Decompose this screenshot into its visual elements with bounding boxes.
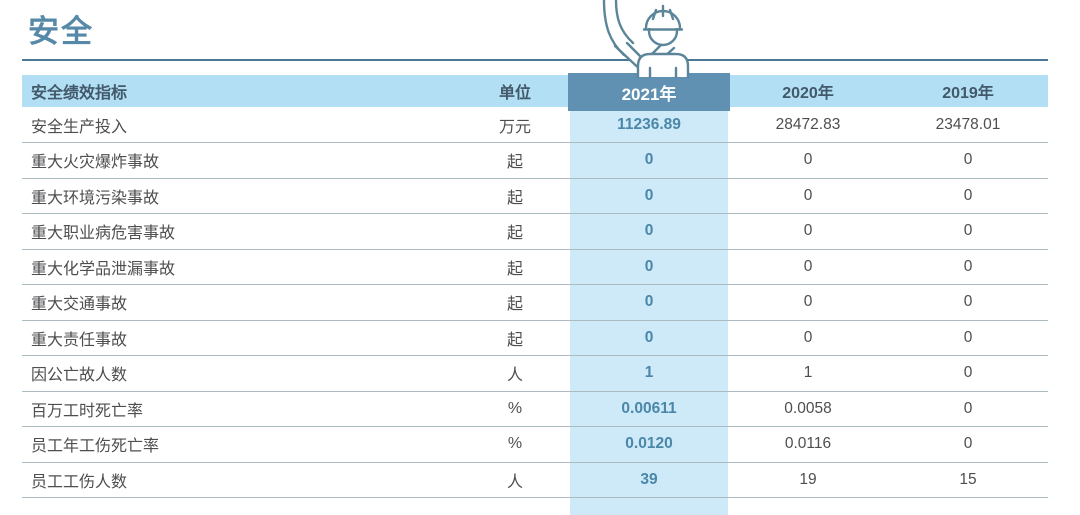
unit-cell: % bbox=[460, 426, 570, 463]
value-2020-cell: 19 bbox=[728, 462, 888, 498]
value-2021-cell: 0 bbox=[570, 142, 728, 179]
unit-cell: 起 bbox=[460, 213, 570, 250]
value-2020-cell: 0 bbox=[728, 320, 888, 356]
table-row: 重大化学品泄漏事故 起 0 0 0 bbox=[22, 249, 1048, 285]
column-header-2021: 2021年 bbox=[568, 73, 730, 111]
value-2021-cell: 0 bbox=[570, 178, 728, 214]
unit-cell: 起 bbox=[460, 142, 570, 179]
table-row: 重大责任事故 起 0 0 0 bbox=[22, 320, 1048, 356]
value-2020-cell: 0.0116 bbox=[728, 426, 888, 463]
value-2019-cell: 0 bbox=[888, 320, 1048, 356]
unit-cell: 起 bbox=[460, 284, 570, 321]
worker-arrow-icon bbox=[602, 0, 690, 78]
value-2020-cell: 0 bbox=[728, 142, 888, 179]
table-row: 百万工时死亡率 % 0.00611 0.0058 0 bbox=[22, 391, 1048, 427]
unit-cell: 起 bbox=[460, 249, 570, 285]
indicator-cell: 重大化学品泄漏事故 bbox=[22, 249, 460, 285]
table-row: 员工年工伤死亡率 % 0.0120 0.0116 0 bbox=[22, 426, 1048, 463]
table-row: 员工工伤人数 人 39 19 15 bbox=[22, 462, 1048, 498]
indicator-cell: 重大责任事故 bbox=[22, 320, 460, 356]
value-2021-cell: 1 bbox=[570, 355, 728, 392]
indicator-cell: 重大交通事故 bbox=[22, 284, 460, 321]
unit-cell: % bbox=[460, 391, 570, 427]
indicator-cell: 百万工时死亡率 bbox=[22, 391, 460, 427]
value-2020-cell: 0 bbox=[728, 213, 888, 250]
unit-cell: 万元 bbox=[460, 107, 570, 143]
value-2019-cell: 0 bbox=[888, 426, 1048, 463]
value-2019-cell: 0 bbox=[888, 249, 1048, 285]
page-title: 安全 bbox=[28, 14, 94, 49]
unit-cell: 起 bbox=[460, 320, 570, 356]
unit-cell: 起 bbox=[460, 178, 570, 214]
indicator-cell: 重大环境污染事故 bbox=[22, 178, 460, 214]
value-2019-cell: 23478.01 bbox=[888, 107, 1048, 143]
value-2021-cell: 39 bbox=[570, 462, 728, 498]
value-2019-cell: 0 bbox=[888, 142, 1048, 179]
unit-cell: 人 bbox=[460, 462, 570, 498]
value-2021-cell: 0.0120 bbox=[570, 426, 728, 463]
table-header-row: 安全绩效指标 单位 2020年 2019年 bbox=[22, 75, 1048, 107]
value-2019-cell: 0 bbox=[888, 178, 1048, 214]
column-header-unit: 单位 bbox=[460, 75, 570, 107]
value-2019-cell: 0 bbox=[888, 284, 1048, 321]
table-row: 重大职业病危害事故 起 0 0 0 bbox=[22, 213, 1048, 250]
value-2020-cell: 0.0058 bbox=[728, 391, 888, 427]
column-header-indicator: 安全绩效指标 bbox=[22, 75, 460, 107]
value-2020-cell: 0 bbox=[728, 249, 888, 285]
table-row: 重大交通事故 起 0 0 0 bbox=[22, 284, 1048, 321]
value-2021-cell: 0 bbox=[570, 284, 728, 321]
column-header-2020: 2020年 bbox=[728, 75, 888, 107]
value-2020-cell: 1 bbox=[728, 355, 888, 392]
table-row: 重大环境污染事故 起 0 0 0 bbox=[22, 178, 1048, 214]
table-row: 因公亡故人数 人 1 1 0 bbox=[22, 355, 1048, 392]
value-2021-cell: 0 bbox=[570, 249, 728, 285]
value-2019-cell: 15 bbox=[888, 462, 1048, 498]
value-2019-cell: 0 bbox=[888, 213, 1048, 250]
indicator-cell: 因公亡故人数 bbox=[22, 355, 460, 392]
value-2021-cell: 11236.89 bbox=[570, 107, 728, 143]
indicator-cell: 员工年工伤死亡率 bbox=[22, 426, 460, 463]
unit-cell: 人 bbox=[460, 355, 570, 392]
value-2021-cell: 0 bbox=[570, 320, 728, 356]
indicator-cell: 重大职业病危害事故 bbox=[22, 213, 460, 250]
indicator-cell: 安全生产投入 bbox=[22, 107, 460, 143]
indicator-cell: 重大火灾爆炸事故 bbox=[22, 142, 460, 179]
safety-metrics-table: 安全绩效指标 单位 2020年 2019年 安全生产投入 万元 11236.89… bbox=[22, 75, 1048, 498]
value-2021-cell: 0.00611 bbox=[570, 391, 728, 427]
table-row: 安全生产投入 万元 11236.89 28472.83 23478.01 bbox=[22, 107, 1048, 143]
value-2019-cell: 0 bbox=[888, 391, 1048, 427]
title-rule bbox=[22, 59, 1048, 61]
curved-down-arrow-icon bbox=[604, 0, 633, 55]
column-header-2019: 2019年 bbox=[888, 75, 1048, 107]
table-row: 重大火灾爆炸事故 起 0 0 0 bbox=[22, 142, 1048, 179]
value-2020-cell: 0 bbox=[728, 284, 888, 321]
value-2020-cell: 28472.83 bbox=[728, 107, 888, 143]
indicator-cell: 员工工伤人数 bbox=[22, 462, 460, 498]
value-2020-cell: 0 bbox=[728, 178, 888, 214]
value-2019-cell: 0 bbox=[888, 355, 1048, 392]
construction-worker-helmet-icon bbox=[636, 4, 690, 78]
value-2021-cell: 0 bbox=[570, 213, 728, 250]
